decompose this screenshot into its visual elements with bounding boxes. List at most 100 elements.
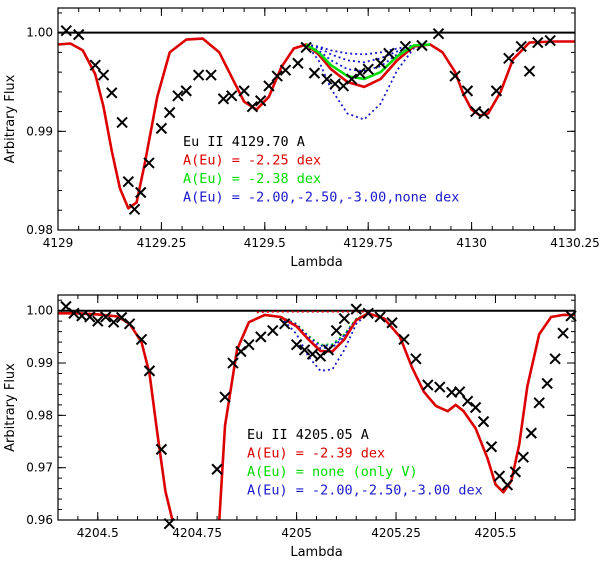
- observed-point-stroke-b: [254, 95, 267, 107]
- observed-point-stroke-b: [490, 85, 503, 97]
- observed-point: [238, 85, 250, 97]
- observed-point-stroke-b: [374, 57, 387, 69]
- observed-point-stroke-b: [410, 353, 422, 365]
- series-red-dotted-line: [256, 310, 369, 314]
- series-blue-dotted-line: [280, 312, 369, 347]
- observed-point-stroke-b: [116, 116, 128, 129]
- y-tick-label: 0.98: [26, 223, 53, 237]
- annotation-red: A(Eu) = -2.25 dex: [183, 153, 321, 169]
- observed-point: [306, 348, 319, 360]
- observed-point: [362, 307, 374, 320]
- bottom-panel-eu-4205: 4204.5 4204.75 4205 4205.25 4205.5 0.96 0.97 0.…: [3, 294, 577, 560]
- observed-point: [155, 122, 168, 135]
- observed-point-stroke-b: [205, 69, 217, 81]
- observed-point-stroke-b: [107, 316, 120, 328]
- observed-point-stroke-b: [525, 427, 537, 439]
- observed-point-stroke-b: [544, 34, 556, 47]
- observed-point: [226, 90, 238, 102]
- observed-point-stroke-b: [478, 107, 490, 120]
- series-blue-dotted-line: [280, 312, 369, 372]
- observed-point: [100, 311, 112, 323]
- observed-point: [493, 470, 506, 482]
- observed-point: [68, 307, 80, 320]
- observed-point-stroke-b: [422, 379, 434, 391]
- observed-point: [386, 317, 398, 329]
- y-axis-label: Arbitrary Flux: [3, 74, 18, 163]
- observed-point: [354, 67, 366, 79]
- observed-point: [374, 311, 386, 323]
- top-panel-eu-4129: 4129 4129.25 4129.5 4129.75 4130 4130.25 0.98 0…: [3, 7, 600, 270]
- observed-point-stroke-b: [298, 344, 311, 356]
- series-blue-dotted-line: [306, 43, 431, 56]
- y-tick-label: 1.00: [26, 304, 53, 318]
- observed-point: [246, 100, 259, 113]
- observed-point: [422, 379, 434, 391]
- observed-point: [292, 57, 304, 69]
- observed-point: [490, 85, 503, 97]
- observed-point: [549, 353, 561, 365]
- observed-point: [279, 64, 292, 76]
- observed-point: [255, 331, 267, 343]
- observed-point: [478, 107, 490, 120]
- annotation-red: A(Eu) = -2.39 dex: [247, 446, 385, 462]
- observed-point-stroke-b: [60, 24, 72, 37]
- observed-point: [557, 327, 569, 339]
- plot-frame: [57, 7, 576, 231]
- observed-point-stroke-b: [449, 70, 461, 82]
- observed-point: [515, 40, 527, 53]
- observed-point-stroke-b: [278, 318, 291, 330]
- observed-point: [84, 311, 96, 323]
- observed-point: [243, 339, 255, 351]
- observed-point-stroke-b: [322, 344, 335, 356]
- observed-point: [116, 116, 128, 129]
- observed-point: [477, 415, 490, 428]
- observed-point: [163, 106, 176, 119]
- observed-point-stroke-b: [306, 348, 319, 360]
- y-axis-label: Arbitrary Flux: [3, 363, 18, 452]
- observed-point: [541, 377, 553, 390]
- observed-point: [525, 427, 537, 439]
- observed-point-stroke-b: [123, 318, 136, 330]
- observed-point: [155, 443, 168, 456]
- observed-point: [107, 316, 120, 328]
- observed-point-stroke-b: [517, 451, 530, 463]
- observed-point-stroke-b: [115, 311, 128, 324]
- observed-point-stroke-b: [219, 391, 231, 403]
- observed-point: [205, 69, 217, 81]
- observed-point: [461, 85, 474, 97]
- observed-point: [330, 324, 343, 337]
- x-tick-label: 4205.5: [474, 526, 516, 540]
- observed-point: [416, 39, 428, 52]
- observed-point-stroke-b: [243, 339, 255, 351]
- y-tick-label: 0.99: [26, 124, 53, 138]
- observed-point: [217, 93, 230, 105]
- observed-point-stroke-b: [308, 67, 321, 79]
- observed-point-stroke-b: [97, 69, 110, 81]
- observed-point: [565, 310, 577, 322]
- x-tick-label: 4204.5: [77, 526, 119, 540]
- observed-point-stroke-b: [469, 401, 482, 414]
- y-tick-label: 0.98: [26, 408, 53, 422]
- x-tick-label: 4129.25: [137, 236, 187, 250]
- observed-point-stroke-b: [84, 311, 96, 323]
- observed-point-stroke-b: [350, 303, 362, 315]
- observed-point-stroke-b: [383, 47, 395, 60]
- observed-point-stroke-b: [271, 70, 283, 82]
- observed-point: [211, 463, 223, 475]
- observed-point: [122, 175, 135, 188]
- observed-point-stroke-b: [434, 381, 446, 393]
- observed-point: [503, 52, 515, 65]
- observed-point-stroke-b: [226, 90, 238, 102]
- observed-point: [254, 95, 267, 107]
- observed-point-stroke-b: [217, 93, 230, 105]
- observed-point-stroke-b: [172, 90, 184, 102]
- observed-point-stroke-b: [106, 87, 118, 99]
- observed-point-stroke-b: [89, 59, 101, 71]
- observed-point: [509, 466, 522, 478]
- observed-point-stroke-b: [163, 106, 176, 119]
- observed-point-stroke-b: [432, 27, 445, 40]
- observed-point-stroke-b: [523, 65, 536, 77]
- observed-point-stroke-b: [354, 67, 366, 79]
- observed-point-stroke-b: [557, 327, 569, 339]
